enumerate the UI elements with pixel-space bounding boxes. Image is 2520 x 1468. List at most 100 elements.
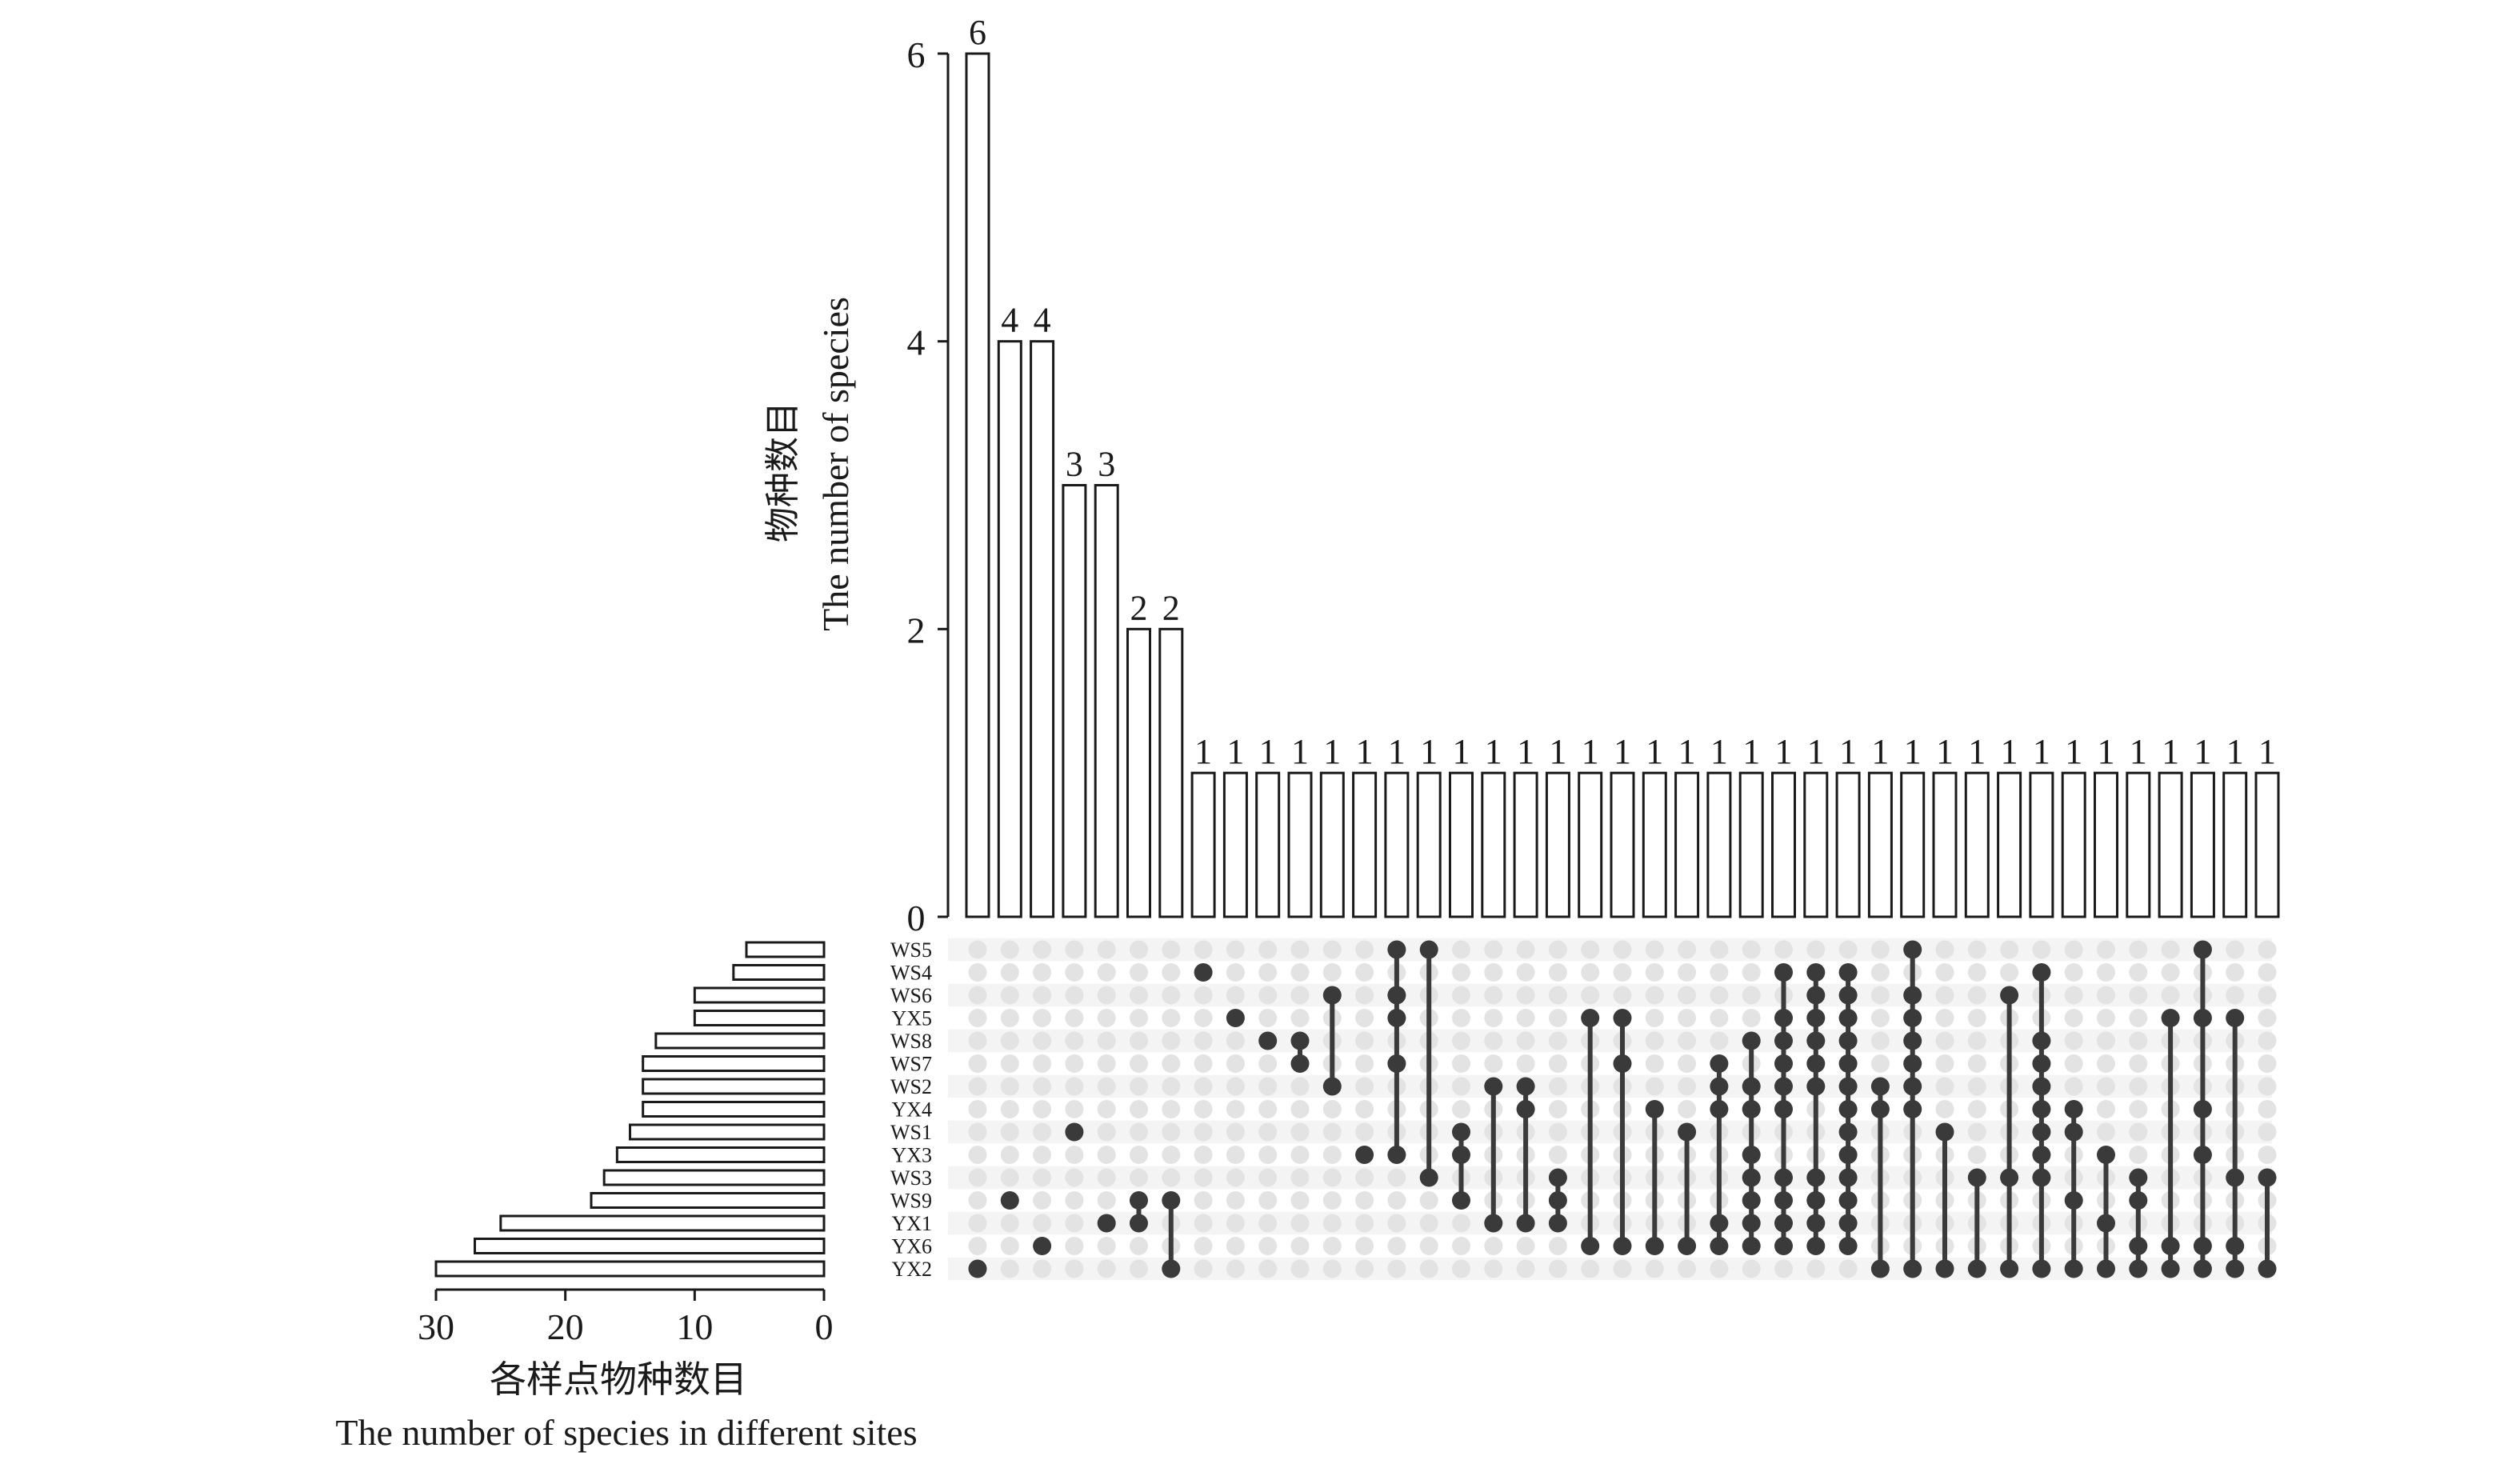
matrix-dot-inactive	[1033, 986, 1052, 1005]
matrix-dot-inactive	[968, 986, 987, 1005]
matrix-dot-inactive	[1033, 1168, 1052, 1187]
matrix-dot-active	[1419, 940, 1438, 959]
matrix-dot-inactive	[2258, 963, 2277, 982]
matrix-dot-inactive	[1258, 1259, 1278, 1278]
matrix-dot-active	[2193, 1009, 2212, 1027]
matrix-dot-inactive	[1774, 940, 1793, 959]
matrix-dot-inactive	[1935, 1077, 1954, 1096]
matrix-dot-active	[1806, 1237, 1826, 1255]
matrix-dot-inactive	[1162, 963, 1181, 982]
matrix-dot-inactive	[1516, 986, 1535, 1005]
matrix-dot-active	[1967, 1259, 1986, 1278]
intersection-bar	[1481, 771, 1506, 918]
matrix-dot-inactive	[1290, 1259, 1310, 1278]
matrix-dot-active	[2226, 1259, 2245, 1278]
matrix-dot-inactive	[1452, 1077, 1470, 1096]
y-tick-label: 0	[907, 898, 926, 938]
set-x-tick-label: 10	[676, 1306, 713, 1347]
matrix-dot-inactive	[1258, 986, 1278, 1005]
matrix-dot-inactive	[1033, 1100, 1052, 1118]
matrix-dot-active	[1903, 986, 1922, 1005]
matrix-dot-active	[1774, 1031, 1793, 1050]
matrix-dot-inactive	[1967, 1077, 1986, 1096]
matrix-dot-inactive	[1194, 986, 1213, 1005]
matrix-dot-active	[1903, 940, 1922, 959]
matrix-dot-active	[1322, 1077, 1342, 1096]
matrix-dot-inactive	[1355, 963, 1374, 982]
matrix-dot-inactive	[1097, 1100, 1116, 1118]
matrix-dot-active	[1774, 963, 1793, 982]
set-axis-title-en: The number of species in different sites	[335, 1412, 917, 1453]
matrix-dot-inactive	[1452, 1237, 1470, 1255]
matrix-dot-inactive	[1452, 1054, 1470, 1073]
intersection-bar-label: 1	[1388, 732, 1406, 771]
matrix-dot-inactive	[2129, 1146, 2148, 1164]
matrix-dot-inactive	[1130, 940, 1148, 959]
matrix-dot-inactive	[1710, 940, 1729, 959]
matrix-dot-inactive	[1935, 1009, 1954, 1027]
matrix-dot-inactive	[1226, 1031, 1245, 1050]
matrix-dot-inactive	[968, 1077, 987, 1096]
matrix-dot-active	[1355, 1146, 1374, 1164]
y-tick-label: 2	[907, 610, 926, 650]
matrix-dot-inactive	[1033, 1214, 1052, 1233]
matrix-dot-inactive	[1033, 963, 1052, 982]
matrix-dot-inactive	[1870, 1054, 1890, 1073]
matrix-dot-inactive	[1838, 1259, 1858, 1278]
intersection-bar	[1545, 771, 1570, 918]
set-axis-title-zh: 各样点物种数目	[490, 1359, 747, 1400]
matrix-dot-inactive	[1710, 1259, 1729, 1278]
intersection-bar	[1513, 771, 1538, 918]
matrix-dot-inactive	[2097, 1009, 2115, 1027]
matrix-dot-active	[1065, 1122, 1084, 1142]
intersection-bar	[1738, 771, 1764, 918]
matrix-dot-active	[1903, 1054, 1922, 1073]
matrix-dot-inactive	[2129, 986, 2148, 1005]
matrix-dot-inactive	[968, 1214, 987, 1233]
matrix-dot-inactive	[1452, 963, 1470, 982]
matrix-dot-inactive	[1194, 1237, 1213, 1255]
matrix-dot-active	[2161, 1259, 2180, 1278]
matrix-dot-active	[2129, 1237, 2148, 1255]
matrix-dot-inactive	[1000, 1168, 1019, 1187]
intersection-bar	[1932, 771, 1958, 918]
matrix-dot-inactive	[1322, 963, 1342, 982]
matrix-dot-inactive	[1130, 963, 1148, 982]
matrix-dot-active	[2064, 1259, 2083, 1278]
matrix-dot-inactive	[2097, 1031, 2115, 1050]
set-size-bar	[693, 986, 826, 1004]
matrix-dot-active	[1838, 986, 1858, 1005]
set-label-ws3: WS3	[890, 1166, 932, 1190]
matrix-dot-inactive	[1258, 1054, 1278, 1073]
matrix-dot-inactive	[1548, 1077, 1567, 1096]
matrix-dot-inactive	[1548, 940, 1567, 959]
matrix-dot-inactive	[1516, 1259, 1535, 1278]
matrix-dot-active	[1645, 1237, 1664, 1255]
matrix-dot-active	[1194, 963, 1213, 982]
matrix-dot-inactive	[1967, 1122, 1986, 1142]
matrix-dot-inactive	[1065, 940, 1084, 959]
matrix-dot-inactive	[1130, 1122, 1148, 1142]
matrix-dot-inactive	[1065, 963, 1084, 982]
matrix-dot-inactive	[1194, 1054, 1213, 1073]
matrix-dot-inactive	[2129, 1100, 2148, 1118]
matrix-dot-inactive	[2129, 1054, 2148, 1073]
matrix-dot-inactive	[1710, 1031, 1729, 1050]
matrix-dot-inactive	[1000, 986, 1019, 1005]
matrix-dot-inactive	[1548, 963, 1567, 982]
matrix-dot-inactive	[1581, 1259, 1600, 1278]
matrix-dot-inactive	[1000, 1100, 1019, 1118]
matrix-dot-active	[1870, 1259, 1890, 1278]
matrix-dot-inactive	[1548, 986, 1567, 1005]
matrix-dot-inactive	[1678, 1031, 1697, 1050]
matrix-dot-inactive	[1967, 1100, 1986, 1118]
matrix-dot-inactive	[1033, 1191, 1052, 1210]
matrix-dot-active	[1838, 1031, 1858, 1050]
intersection-bar-label: 1	[1517, 732, 1534, 771]
matrix-dot-inactive	[1548, 1009, 1567, 1027]
matrix-dot-inactive	[1645, 940, 1664, 959]
matrix-dot-inactive	[1710, 986, 1729, 1005]
matrix-dot-inactive	[1290, 1191, 1310, 1210]
